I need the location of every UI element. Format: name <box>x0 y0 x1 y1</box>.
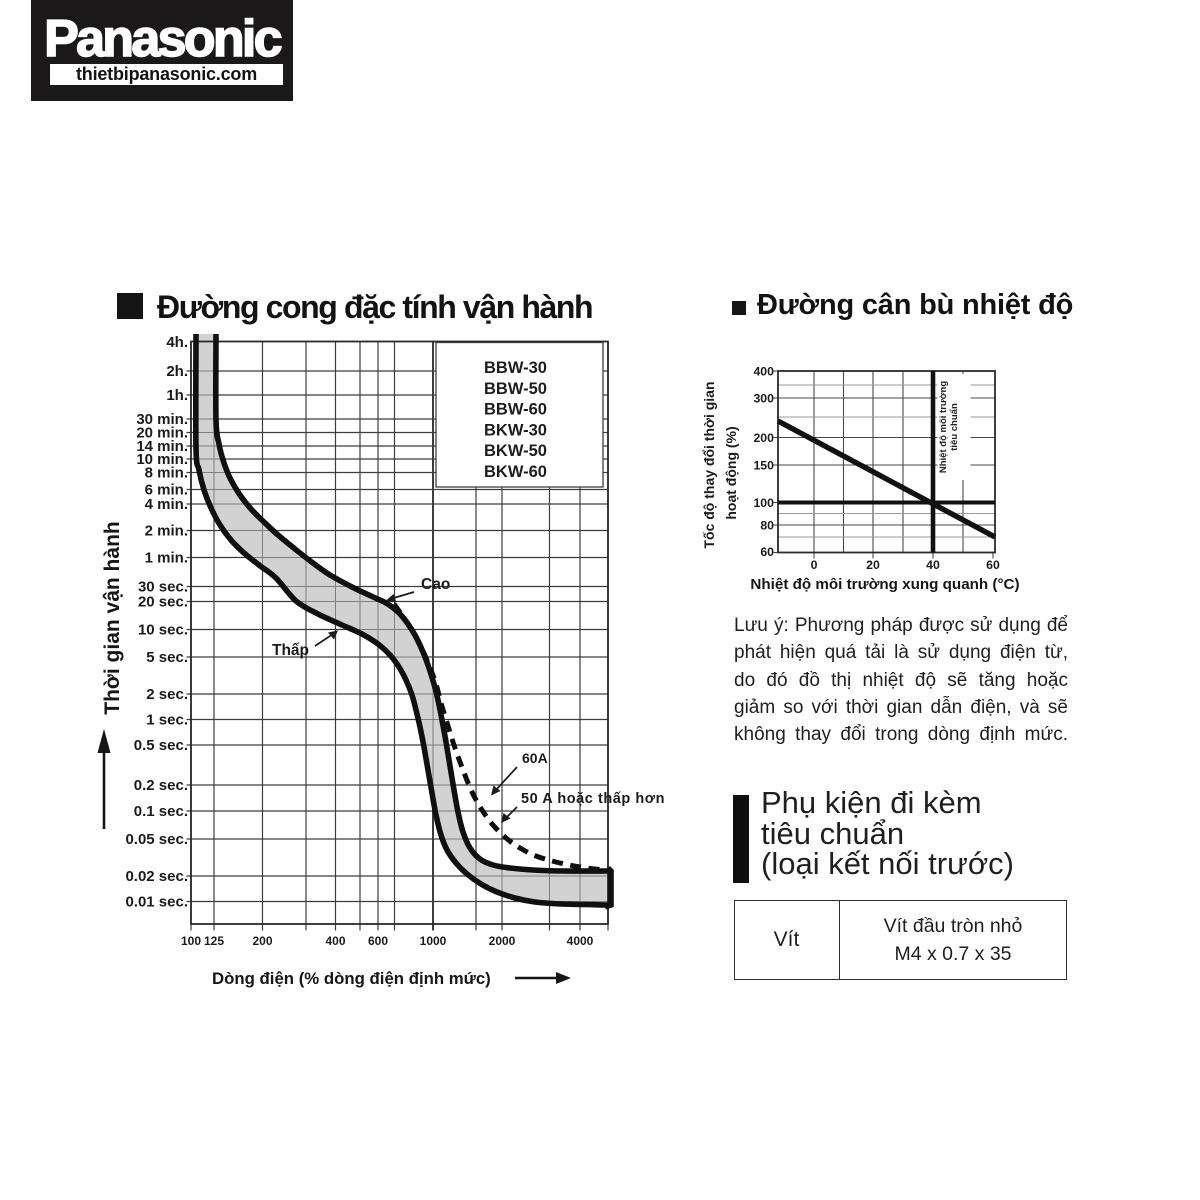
svg-text:4h.: 4h. <box>166 334 188 351</box>
svg-text:Dòng điện (% dòng điện định mứ: Dòng điện (% dòng điện định mức) <box>212 969 491 988</box>
svg-text:0.02 sec.: 0.02 sec. <box>125 868 188 885</box>
svg-text:80: 80 <box>760 519 774 533</box>
svg-text:40: 40 <box>926 558 940 572</box>
svg-text:8 min.: 8 min. <box>145 465 188 482</box>
svg-text:BKW-30: BKW-30 <box>484 421 547 439</box>
svg-text:2 min.: 2 min. <box>145 523 188 540</box>
svg-text:100: 100 <box>753 496 774 510</box>
svg-text:10 min.: 10 min. <box>136 451 188 468</box>
svg-text:200: 200 <box>252 934 272 948</box>
svg-text:100: 100 <box>181 934 201 948</box>
svg-text:600: 600 <box>368 934 388 948</box>
svg-text:tiêu chuẩn: tiêu chuẩn <box>949 403 960 451</box>
svg-text:Nhiệt độ môi trường: Nhiệt độ môi trường <box>938 381 949 473</box>
svg-text:2h.: 2h. <box>166 363 188 380</box>
svg-text:0.1 sec.: 0.1 sec. <box>134 803 188 820</box>
svg-text:1 min.: 1 min. <box>145 550 188 567</box>
svg-text:Thấp: Thấp <box>272 642 309 659</box>
svg-text:0.01 sec.: 0.01 sec. <box>125 894 188 911</box>
svg-text:20: 20 <box>866 558 880 572</box>
svg-text:125: 125 <box>204 934 224 948</box>
svg-text:2000: 2000 <box>489 934 516 948</box>
svg-text:1h.: 1h. <box>166 387 188 404</box>
svg-text:0: 0 <box>811 558 818 572</box>
svg-text:400: 400 <box>325 934 345 948</box>
svg-text:150: 150 <box>753 459 774 473</box>
svg-text:30 sec.: 30 sec. <box>138 579 188 596</box>
svg-text:BBW-60: BBW-60 <box>484 401 547 419</box>
svg-text:1 sec.: 1 sec. <box>146 712 188 729</box>
svg-text:400: 400 <box>753 365 774 379</box>
svg-text:0.05 sec.: 0.05 sec. <box>125 831 188 848</box>
svg-text:10 sec.: 10 sec. <box>138 622 188 639</box>
svg-text:hoạt động (%): hoạt động (%) <box>723 426 739 519</box>
svg-text:20 min.: 20 min. <box>136 425 188 442</box>
svg-text:BBW-50: BBW-50 <box>484 380 547 398</box>
svg-text:0.5 sec.: 0.5 sec. <box>134 737 188 754</box>
svg-text:50 A hoặc thấp hơn: 50 A hoặc thấp hơn <box>521 791 665 807</box>
svg-text:60: 60 <box>760 545 774 559</box>
svg-text:Nhiệt độ môi trường xung quanh: Nhiệt độ môi trường xung quanh (°C) <box>750 576 1019 593</box>
svg-text:60: 60 <box>986 558 1000 572</box>
svg-text:2 sec.: 2 sec. <box>146 686 188 703</box>
svg-text:5 sec.: 5 sec. <box>146 649 188 666</box>
svg-text:Cao: Cao <box>421 576 450 593</box>
svg-text:6 min.: 6 min. <box>145 482 188 499</box>
svg-text:BBW-30: BBW-30 <box>484 359 547 377</box>
svg-text:200: 200 <box>753 431 774 445</box>
svg-text:BKW-60: BKW-60 <box>484 463 547 481</box>
svg-text:Thời gian vận hành: Thời gian vận hành <box>101 521 124 714</box>
svg-text:60A: 60A <box>522 750 548 766</box>
svg-text:30 min.: 30 min. <box>136 411 188 428</box>
svg-text:20 sec.: 20 sec. <box>138 594 188 611</box>
svg-text:Tốc độ thay đổi thời gian: Tốc độ thay đổi thời gian <box>701 381 717 548</box>
svg-text:4 min.: 4 min. <box>145 496 188 513</box>
svg-text:BKW-50: BKW-50 <box>484 442 547 460</box>
svg-text:0.2 sec.: 0.2 sec. <box>134 777 188 794</box>
svg-text:300: 300 <box>753 392 774 406</box>
svg-text:14 min.: 14 min. <box>136 438 188 455</box>
svg-text:4000: 4000 <box>567 934 594 948</box>
svg-text:1000: 1000 <box>420 934 447 948</box>
